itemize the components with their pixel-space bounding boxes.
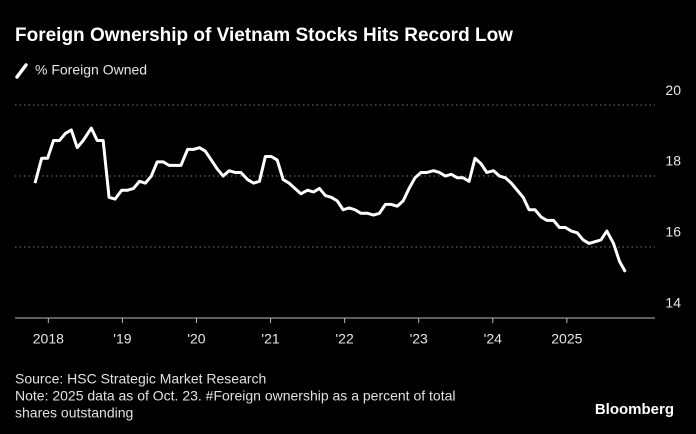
- x-tick-label: 2018: [33, 331, 64, 347]
- x-tick-label: '24: [484, 331, 502, 347]
- y-tick-label: 20: [665, 82, 681, 98]
- brand: Bloomberg: [595, 401, 674, 418]
- x-tick-label: '20: [187, 331, 205, 347]
- chart-title: Foreign Ownership of Vietnam Stocks Hits…: [15, 25, 513, 46]
- note-line: shares outstanding: [15, 405, 133, 421]
- x-tick-label: '19: [113, 331, 131, 347]
- x-tick-label: '21: [261, 331, 279, 347]
- x-tick-label: '23: [410, 331, 428, 347]
- note-line: Note: 2025 data as of Oct. 23. #Foreign …: [15, 388, 456, 404]
- x-tick-label: 2025: [551, 331, 582, 347]
- y-tick-label: 16: [665, 224, 681, 240]
- source: Source: HSC Strategic Market Research: [15, 371, 266, 387]
- legend-label: % Foreign Owned: [35, 62, 147, 78]
- line-series: [33, 126, 627, 273]
- y-tick-label: 14: [665, 295, 681, 311]
- y-tick-label: 18: [665, 153, 681, 169]
- legend-swatch: [15, 63, 28, 79]
- x-tick-label: '22: [336, 331, 354, 347]
